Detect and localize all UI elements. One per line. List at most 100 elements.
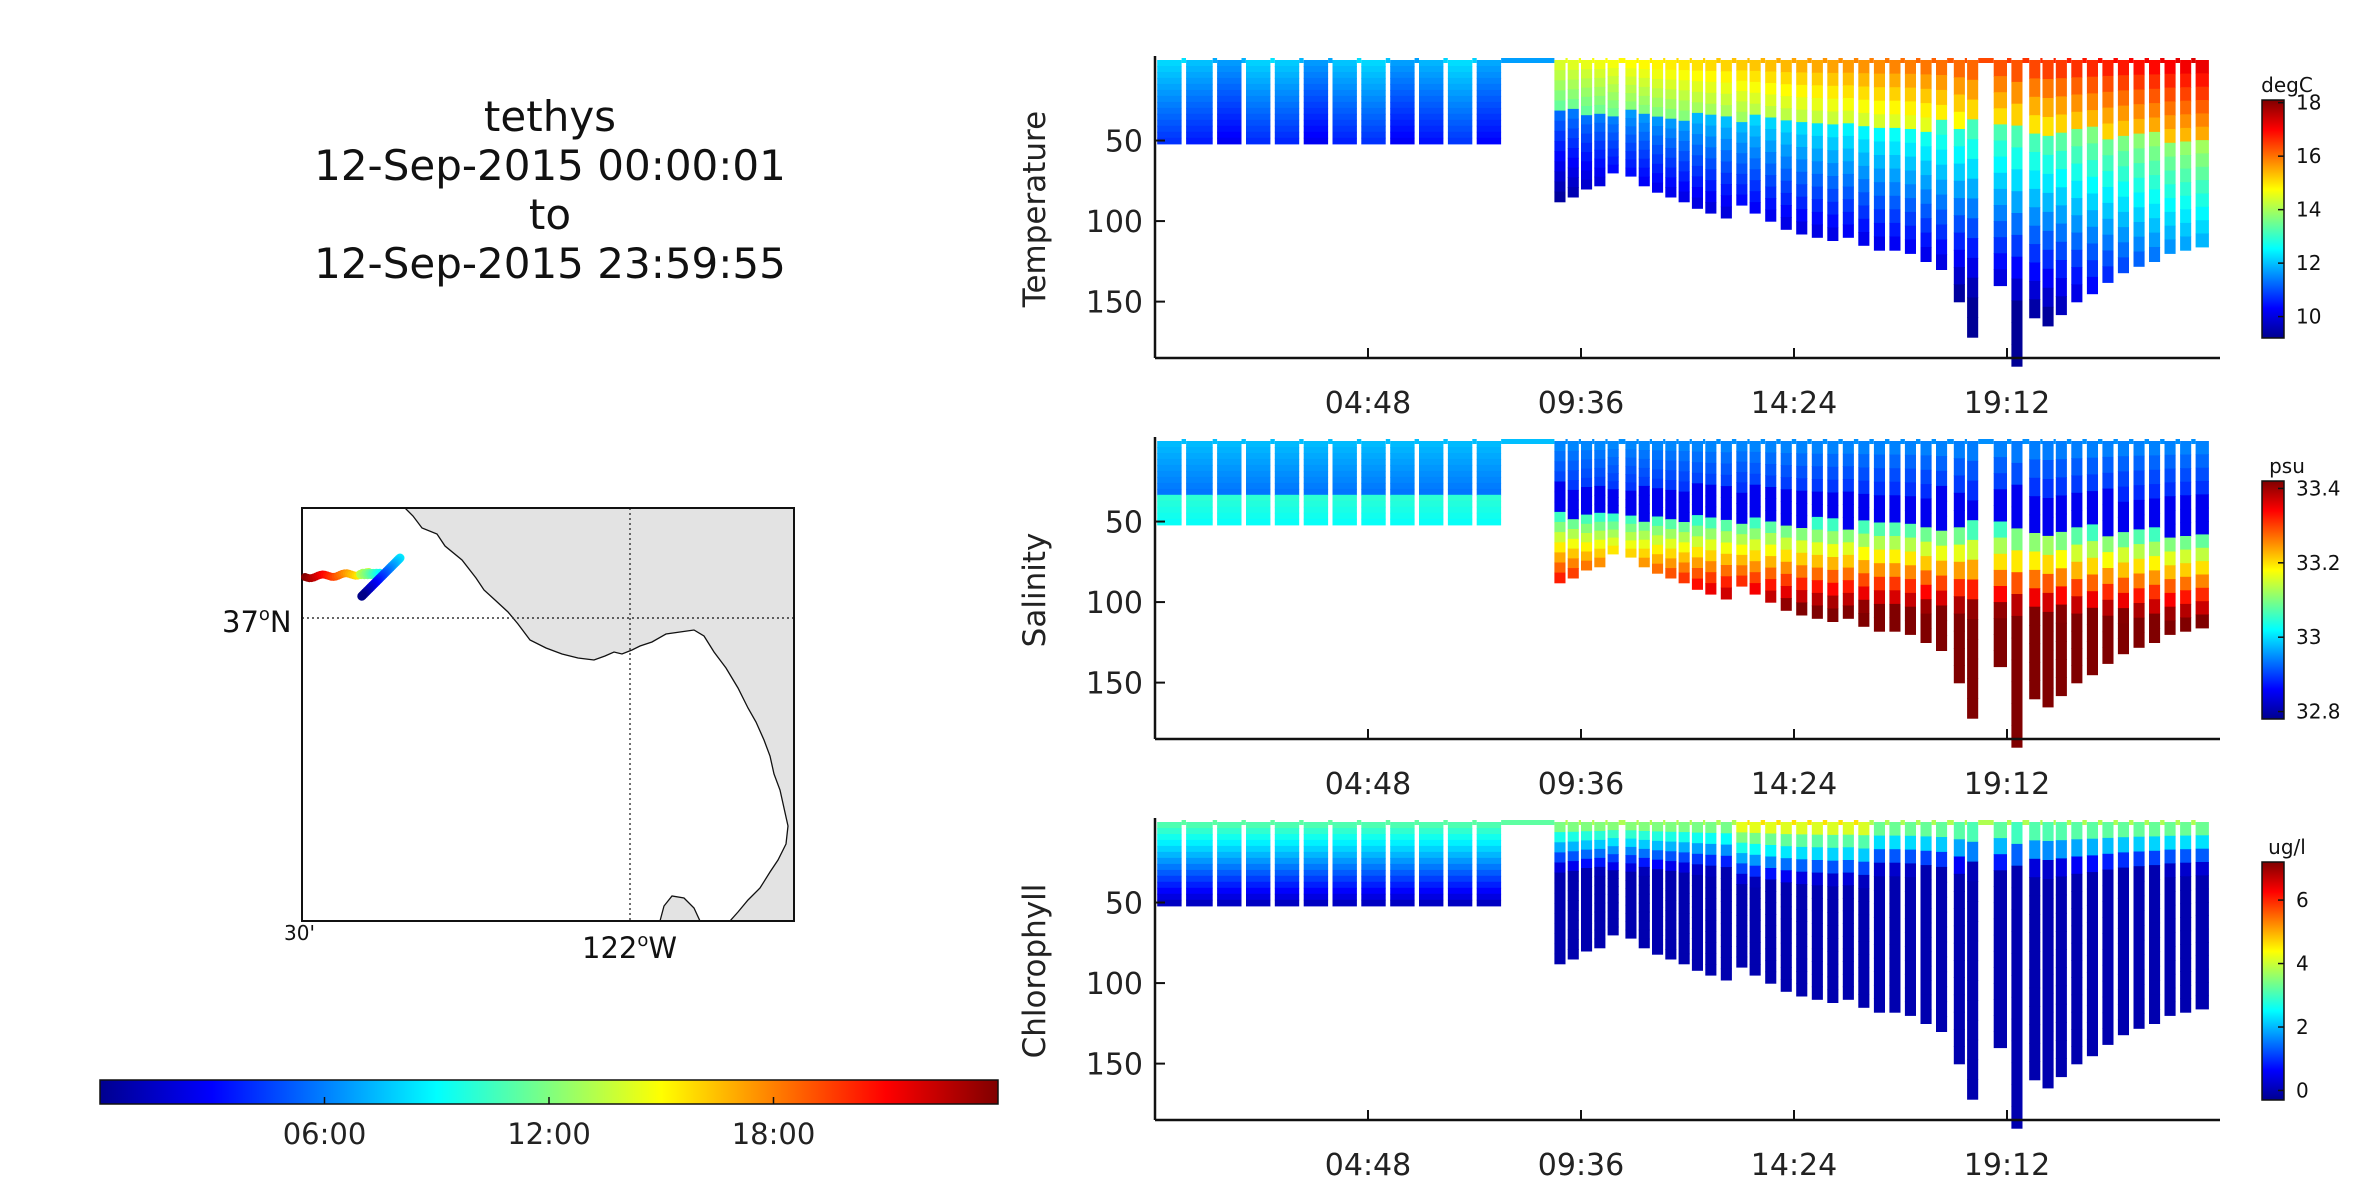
- profile-cell: [2029, 225, 2041, 245]
- profile-cell: [2071, 198, 2083, 216]
- profile-cell: [1904, 468, 1916, 483]
- profile-cell: [1842, 935, 1854, 950]
- profile-cell: [1827, 886, 1839, 900]
- dive-profile: [2117, 820, 2134, 1036]
- profile-cell: [2102, 75, 2114, 93]
- profile-cell: [1736, 482, 1748, 494]
- profile-cell: [2042, 592, 2054, 613]
- profile-cell: [1967, 60, 1979, 81]
- profile-cell: [1303, 893, 1329, 901]
- profile-cell: [1858, 480, 1870, 495]
- profile-cell: [2102, 964, 2114, 982]
- profile-cell: [1796, 871, 1808, 885]
- surface-track: [1414, 820, 1419, 825]
- profile-cell: [1246, 476, 1271, 484]
- profile-cell: [1780, 489, 1792, 502]
- dive-profile: [1274, 58, 1304, 145]
- surface-track: [1869, 820, 1874, 825]
- profile-cell: [1554, 552, 1566, 564]
- profile-cell: [2086, 1038, 2098, 1057]
- profile-cell: [2029, 877, 2041, 897]
- profile-cell: [1581, 106, 1593, 116]
- profile-cell: [1720, 542, 1732, 555]
- surface-track: [1822, 439, 1828, 444]
- profile-cell: [1705, 517, 1717, 529]
- profile-cell: [1157, 845, 1182, 853]
- profile-cell: [1217, 113, 1242, 121]
- dive-profile: [1665, 820, 1679, 960]
- profile-cell: [1904, 904, 1916, 920]
- profile-cell: [2102, 171, 2114, 188]
- dive-profile: [1607, 820, 1626, 936]
- profile-cell: [1554, 171, 1566, 183]
- profile-cell: [1361, 113, 1386, 121]
- profile-cell: [1920, 203, 1932, 219]
- profile-cell: [2029, 1042, 2041, 1062]
- profile-cell: [1691, 822, 1703, 834]
- profile-cell: [1665, 529, 1677, 540]
- profile-cell: [1652, 878, 1664, 889]
- profile-cell: [1691, 938, 1703, 950]
- profile-cell: [1993, 505, 2007, 523]
- profile-cell: [1274, 834, 1300, 841]
- profile-cell: [2029, 441, 2041, 460]
- profile-cell: [1678, 522, 1690, 533]
- profile-cell: [2042, 516, 2054, 537]
- profile-cell: [1780, 894, 1792, 908]
- profile-cell: [1594, 920, 1606, 931]
- profile-cell: [2102, 599, 2114, 617]
- profile-cell: [1419, 893, 1444, 901]
- profile-cell: [1390, 887, 1415, 895]
- profile-cell: [1678, 532, 1690, 543]
- profile-cell: [1186, 113, 1213, 121]
- profile-cell: [1186, 441, 1213, 448]
- profile-cell: [1889, 849, 1901, 864]
- profile-cell: [1691, 134, 1703, 146]
- profile-cell: [1873, 876, 1885, 891]
- profile-cell: [2029, 496, 2041, 516]
- profile-cell: [1765, 475, 1777, 488]
- profile-cell: [1736, 822, 1748, 833]
- profile-cell: [2102, 202, 2114, 220]
- profile-cell: [1953, 146, 1965, 165]
- profile-cell: [1625, 846, 1637, 856]
- profile-cell: [1567, 148, 1579, 159]
- profile-cell: [1581, 904, 1593, 915]
- profile-cell: [1705, 202, 1717, 214]
- profile-cell: [2133, 588, 2145, 604]
- profile-cell: [2055, 78, 2067, 97]
- profile-cell: [1625, 482, 1637, 492]
- profile-cell: [1780, 967, 1792, 980]
- profile-cell: [2102, 917, 2114, 934]
- profile-cell: [1581, 831, 1593, 841]
- dive-profile: [1780, 820, 1797, 992]
- profile-cell: [1390, 863, 1415, 871]
- profile-cell: [1705, 539, 1717, 551]
- profile-cell: [1858, 954, 1870, 969]
- profile-cell: [2180, 876, 2192, 891]
- profile-cell: [1920, 628, 1932, 643]
- profile-cell: [1638, 539, 1650, 550]
- profile-cell: [1811, 834, 1823, 848]
- profile-cell: [1594, 884, 1606, 895]
- profile-cell: [2029, 1024, 2041, 1044]
- profile-cell: [2133, 529, 2145, 545]
- profile-cell: [1827, 176, 1839, 190]
- profile-cell: [1607, 830, 1619, 839]
- profile-cell: [1796, 503, 1808, 517]
- profile-cell: [1607, 140, 1619, 150]
- profile-cell: [1303, 458, 1329, 466]
- profile-cell: [1796, 958, 1808, 972]
- profile-cell: [2117, 852, 2129, 869]
- profile-cell: [1765, 914, 1777, 927]
- profile-cell: [1246, 887, 1271, 895]
- profile-cell: [2117, 166, 2129, 183]
- dive-profile: [2042, 58, 2056, 327]
- dive-profile: [2133, 58, 2149, 267]
- profile-cell: [1749, 495, 1761, 508]
- profile-cell: [1736, 956, 1748, 968]
- profile-cell: [1274, 137, 1300, 145]
- profile-cell: [1665, 89, 1677, 100]
- profile-cell: [2029, 152, 2041, 171]
- profile-cell: [1678, 441, 1690, 452]
